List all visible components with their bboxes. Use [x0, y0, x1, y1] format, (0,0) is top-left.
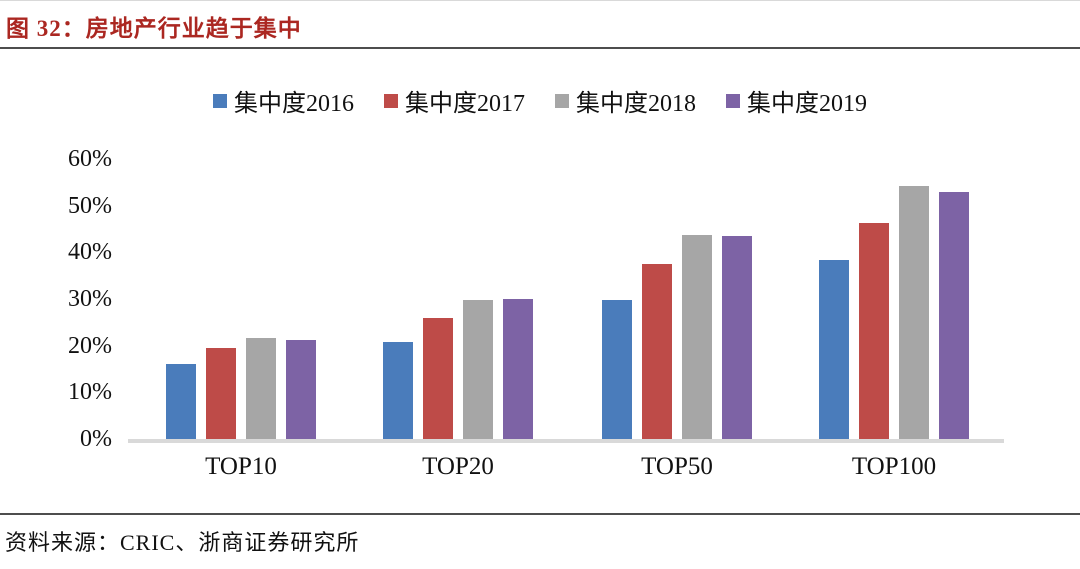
y-tick-label: 30% [68, 286, 112, 312]
bar-集中度2019-top10 [286, 340, 316, 439]
source-divider [0, 513, 1080, 515]
bar-集中度2019-top20 [503, 299, 533, 439]
chart-legend: 集中度2016 集中度2017 集中度2018 集中度2019 [0, 83, 1080, 118]
bar-集中度2016-top10 [166, 364, 196, 439]
x-tick-label-top10: TOP10 [205, 453, 277, 480]
bar-集中度2017-top100 [859, 223, 889, 439]
title-divider [0, 47, 1080, 49]
legend-swatch-icon [384, 93, 398, 108]
bar-chart-plot-area [128, 159, 1004, 443]
x-tick-label-top20: TOP20 [422, 453, 494, 480]
legend-item-2019: 集中度2019 [726, 83, 867, 118]
bar-集中度2018-top50 [682, 235, 712, 439]
bar-集中度2019-top100 [939, 192, 969, 439]
y-tick-label: 50% [68, 192, 112, 219]
legend-swatch-icon [555, 93, 569, 108]
bar-group-top20 [383, 159, 533, 439]
y-tick-label: 0% [80, 426, 112, 452]
legend-label: 集中度2018 [576, 91, 696, 117]
x-tick-label-top50: TOP50 [641, 453, 713, 480]
bar-集中度2018-top100 [899, 186, 929, 439]
bar-集中度2016-top50 [602, 300, 632, 439]
bar-group-top100 [819, 159, 969, 439]
bar-group-top50 [602, 159, 752, 439]
bar-集中度2018-top20 [463, 300, 493, 439]
legend-swatch-icon [213, 93, 227, 108]
y-tick-label: 40% [68, 239, 112, 266]
bar-集中度2016-top20 [383, 342, 413, 439]
y-tick-label: 20% [68, 332, 112, 359]
bar-集中度2017-top10 [206, 348, 236, 439]
bar-集中度2016-top100 [819, 260, 849, 439]
bar-集中度2017-top20 [423, 318, 453, 439]
legend-label: 集中度2019 [747, 91, 867, 117]
legend-item-2016: 集中度2016 [213, 83, 354, 118]
legend-label: 集中度2016 [234, 91, 354, 117]
bar-集中度2017-top50 [642, 264, 672, 439]
figure-title: 图 32：房地产行业趋于集中 [6, 16, 302, 41]
x-axis-line [128, 439, 1004, 443]
bar-group-top10 [166, 159, 316, 439]
legend-swatch-icon [726, 93, 740, 108]
y-tick-label: 10% [68, 379, 112, 406]
source-note: 资料来源：CRIC、浙商证券研究所 [5, 530, 360, 555]
legend-item-2018: 集中度2018 [555, 83, 696, 118]
x-tick-label-top100: TOP100 [851, 453, 937, 480]
bar-集中度2019-top50 [722, 236, 752, 439]
legend-label: 集中度2017 [405, 91, 525, 117]
legend-item-2017: 集中度2017 [384, 83, 525, 118]
bar-集中度2018-top10 [246, 338, 276, 439]
y-tick-label: 60% [68, 146, 112, 172]
